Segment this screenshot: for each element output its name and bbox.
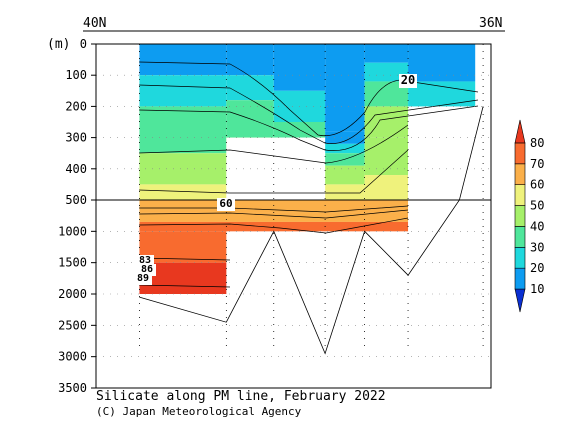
y-tick-label: 2500	[58, 318, 87, 332]
contour-fill-layer	[139, 44, 476, 294]
contour-label: 83	[139, 255, 151, 266]
contour-line	[138, 61, 479, 137]
colorbar-tick-label: 50	[530, 199, 544, 213]
y-tick-label: 300	[65, 131, 87, 145]
contour-label: 89	[137, 273, 149, 284]
x-left-label: 40N	[83, 16, 106, 31]
contour-cell	[325, 165, 365, 185]
y-tick-label: 2000	[58, 287, 87, 301]
contour-cell	[325, 143, 365, 154]
contour-cell	[325, 131, 365, 144]
contour-line	[138, 84, 479, 145]
contour-line	[139, 205, 409, 213]
contour-line	[138, 105, 479, 151]
colorbar-tick-label: 10	[530, 282, 544, 296]
contour-cell	[139, 44, 227, 76]
contour-label-bg	[399, 74, 417, 88]
colorbar-segment	[514, 205, 526, 227]
colorbar-tick-label: 30	[530, 240, 544, 254]
chart-title: Silicate along PM line, February 2022	[96, 389, 386, 404]
contour-cell	[364, 175, 409, 200]
contour-cell	[325, 184, 365, 200]
colorbar-tick-label: 20	[530, 261, 544, 275]
colorbar-tick-label: 70	[530, 157, 544, 171]
station-dotted-lines	[96, 44, 491, 357]
y-tick-label: 1000	[58, 224, 87, 238]
y-tick-label: 1500	[58, 256, 87, 270]
bottom-topography-line	[139, 106, 484, 355]
contour-cell	[139, 75, 227, 107]
colorbar-segment	[514, 163, 526, 185]
contour-label: 86	[141, 264, 153, 275]
no-data-gap	[226, 137, 326, 200]
contour-label: 60	[219, 197, 232, 210]
colorbar-tick-label: 60	[530, 178, 544, 192]
contour-line	[138, 257, 231, 261]
y-tick-label: 3500	[58, 381, 87, 395]
y-axis-ticks: 0 100 200 300 400 500 1000 1500 2000 2500 3000 3500	[58, 37, 96, 395]
colorbar: 10 20 30 40 50 60 70 80	[514, 119, 544, 313]
y-tick-label: 0	[80, 37, 87, 51]
y-tick-label: 500	[65, 193, 87, 207]
contour-label-bg	[217, 198, 235, 211]
colorbar-tick-label: 40	[530, 219, 544, 233]
contour-label: 20	[401, 73, 415, 87]
y-axis-unit-label: (m)	[47, 37, 70, 52]
contour-cell	[139, 200, 409, 213]
contour-cell	[325, 44, 365, 132]
colorbar-segment	[514, 119, 526, 144]
colorbar-segment	[514, 247, 526, 269]
contour-cell	[139, 153, 227, 185]
contour-line	[138, 209, 409, 219]
contour-cell	[139, 106, 227, 154]
contour-line	[138, 124, 409, 164]
contour-cell	[226, 44, 274, 76]
colorbar-segment	[514, 226, 526, 248]
x-right-label: 36N	[479, 16, 502, 31]
contour-cell	[408, 81, 476, 107]
contour-cell	[408, 44, 476, 82]
colorbar-segment	[514, 267, 526, 290]
contour-cell	[139, 212, 409, 222]
contour-cell	[364, 62, 409, 82]
contour-line	[138, 217, 409, 234]
contour-line-layer	[138, 61, 479, 288]
colorbar-segment	[514, 142, 526, 165]
y-tick-label: 100	[65, 68, 87, 82]
y-tick-label: 400	[65, 162, 87, 176]
contour-line	[138, 149, 409, 194]
contour-cell	[364, 44, 409, 63]
colorbar-segment	[514, 184, 526, 206]
contour-cell	[273, 44, 326, 91]
contour-cell	[139, 184, 227, 200]
contour-label-bg	[134, 273, 152, 285]
contour-cell	[226, 75, 274, 101]
y-tick-label: 200	[65, 99, 87, 113]
plot-frame	[95, 43, 492, 389]
credit-text: (C) Japan Meteorological Agency	[96, 405, 302, 418]
y-tick-label: 3000	[58, 350, 87, 364]
colorbar-tick-label: 80	[530, 136, 544, 150]
contour-line	[138, 284, 231, 288]
colorbar-segment	[514, 288, 526, 313]
